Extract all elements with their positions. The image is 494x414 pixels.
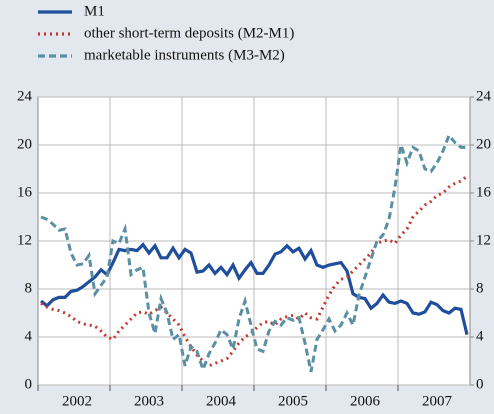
- series-line: [40, 132, 467, 374]
- x-tick-label: 2007: [422, 393, 453, 409]
- y-tick-label: 24: [17, 88, 33, 104]
- y2-tick-label: 12: [476, 232, 491, 248]
- y2-tick-label: 0: [476, 376, 484, 392]
- y2-tick-label: 4: [476, 328, 484, 344]
- x-tick-label: 2005: [278, 393, 308, 409]
- y-tick-label: 20: [17, 136, 32, 152]
- series-line: [40, 175, 468, 368]
- y2-tick-label: 20: [476, 136, 491, 152]
- y-tick-label: 16: [17, 184, 33, 200]
- legend-label: marketable instruments (M3-M2): [84, 47, 285, 63]
- x-tick-label: 2003: [134, 393, 164, 409]
- x-tick-label: 2002: [62, 393, 92, 409]
- legend-label: M1: [84, 3, 105, 19]
- x-tick-label: 2004: [206, 393, 237, 409]
- y2-tick-label: 24: [476, 88, 492, 104]
- x-tick-label: 2006: [350, 393, 381, 409]
- legend-label: other short-term deposits (M2-M1): [84, 25, 294, 41]
- y-tick-label: 4: [25, 328, 33, 344]
- y-tick-label: 8: [25, 280, 33, 296]
- y-tick-label: 12: [17, 232, 32, 248]
- series-line: [40, 242, 469, 335]
- y2-tick-label: 16: [476, 184, 492, 200]
- y-tick-label: 0: [25, 376, 33, 392]
- y2-tick-label: 8: [476, 280, 484, 296]
